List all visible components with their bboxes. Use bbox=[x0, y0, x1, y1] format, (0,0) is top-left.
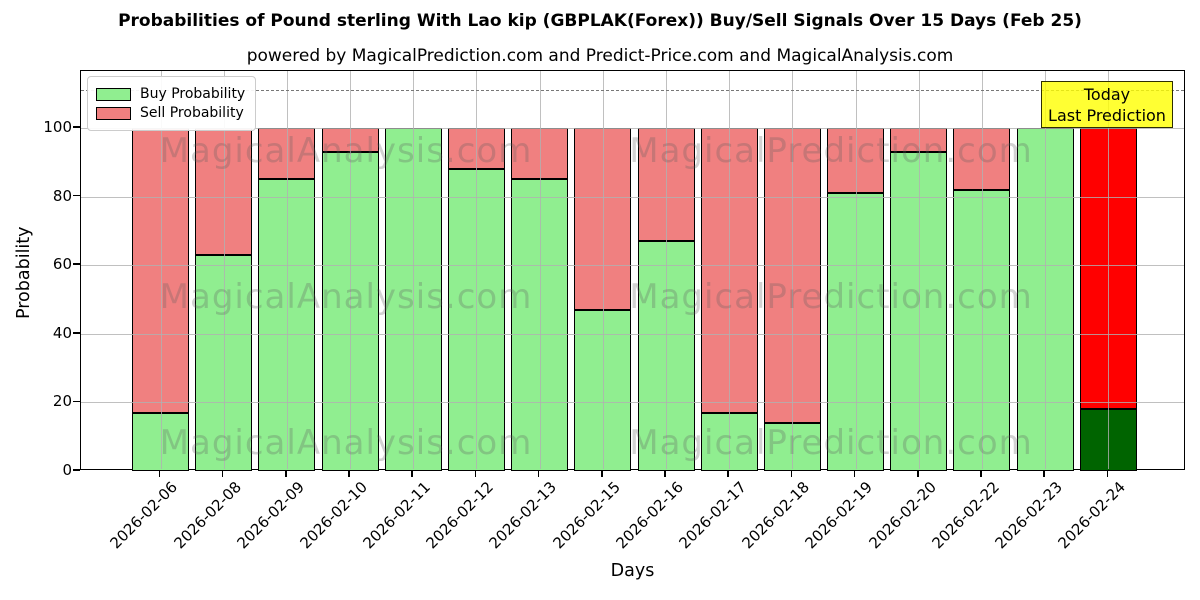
x-tick-mark bbox=[537, 470, 540, 477]
vertical-gridline bbox=[160, 71, 162, 469]
x-tick-mark bbox=[474, 470, 477, 477]
x-tick-mark bbox=[285, 470, 287, 477]
x-tick-label: 2026-02-12 bbox=[422, 478, 498, 553]
x-tick-label: 2026-02-24 bbox=[1054, 478, 1130, 553]
legend-item: Sell Probability bbox=[96, 105, 245, 121]
y-tick-label: 40 bbox=[52, 323, 72, 342]
y-tick-label: 80 bbox=[52, 186, 72, 205]
x-tick-label: 2026-02-13 bbox=[485, 478, 561, 553]
x-tick-mark bbox=[601, 470, 603, 477]
legend-swatch bbox=[96, 87, 131, 101]
horizontal-gridline bbox=[81, 127, 1184, 129]
chart-subtitle: powered by MagicalPrediction.com and Pre… bbox=[246, 46, 954, 66]
y-tick-mark bbox=[73, 194, 80, 197]
x-tick-mark bbox=[1043, 470, 1045, 477]
vertical-gridline bbox=[729, 71, 731, 469]
vertical-gridline bbox=[286, 71, 288, 469]
y-tick-label: 20 bbox=[52, 392, 72, 411]
x-tick-mark bbox=[158, 470, 161, 477]
legend-swatch bbox=[96, 106, 131, 120]
x-tick-mark bbox=[348, 470, 350, 477]
vertical-gridline bbox=[223, 71, 225, 469]
legend-item-label: Sell Probability bbox=[140, 105, 244, 121]
x-tick-mark bbox=[1106, 470, 1109, 477]
plot-area: Buy Probability Sell Probability Today La… bbox=[80, 70, 1185, 471]
x-tick-label: 2026-02-18 bbox=[738, 478, 814, 553]
horizontal-gridline bbox=[81, 333, 1184, 335]
x-tick-mark bbox=[916, 470, 919, 477]
x-tick-mark bbox=[790, 470, 793, 477]
y-tick-mark bbox=[73, 126, 80, 128]
vertical-gridline bbox=[792, 71, 794, 469]
x-tick-label: 2026-02-17 bbox=[675, 478, 750, 553]
x-tick-mark bbox=[853, 470, 856, 477]
legend-item: Buy Probability bbox=[96, 86, 245, 102]
today-last-prediction-label: Today Last Prediction bbox=[1041, 81, 1173, 128]
y-tick-label: 100 bbox=[43, 117, 72, 136]
vertical-gridline bbox=[981, 71, 983, 469]
x-tick-label: 2026-02-10 bbox=[296, 478, 371, 553]
y-tick-mark bbox=[73, 469, 80, 471]
x-axis-label: Days bbox=[610, 561, 655, 581]
x-tick-label: 2026-02-08 bbox=[170, 478, 245, 553]
x-tick-label: 2026-02-19 bbox=[801, 478, 877, 553]
today-line: Today bbox=[1083, 85, 1131, 104]
x-tick-label: 2026-02-16 bbox=[612, 478, 687, 553]
y-tick-mark bbox=[73, 263, 80, 265]
x-tick-label: 2026-02-15 bbox=[549, 478, 624, 553]
vertical-gridline bbox=[855, 71, 857, 469]
y-tick-label: 60 bbox=[52, 255, 72, 274]
chart-title: Probabilities of Pound sterling With Lao… bbox=[118, 11, 1082, 31]
vertical-gridline bbox=[918, 71, 920, 469]
horizontal-gridline bbox=[81, 196, 1184, 198]
x-tick-label: 2026-02-09 bbox=[233, 478, 308, 553]
x-tick-label: 2026-02-11 bbox=[359, 478, 434, 553]
legend: Buy Probability Sell Probability bbox=[87, 76, 257, 131]
y-tick-label: 0 bbox=[62, 461, 72, 479]
vertical-gridline bbox=[1108, 71, 1110, 469]
x-tick-mark bbox=[221, 470, 224, 477]
vertical-gridline bbox=[666, 71, 668, 469]
vertical-gridline bbox=[539, 71, 541, 469]
x-tick-label: 2026-02-20 bbox=[865, 478, 940, 553]
vertical-gridline bbox=[476, 71, 478, 469]
x-tick-label: 2026-02-06 bbox=[106, 478, 182, 553]
x-tick-mark bbox=[664, 470, 666, 477]
y-tick-mark bbox=[73, 331, 80, 334]
dashed-reference-line bbox=[81, 90, 1184, 92]
x-tick-mark bbox=[980, 470, 982, 477]
legend-item-label: Buy Probability bbox=[140, 86, 246, 102]
x-tick-mark bbox=[411, 470, 414, 477]
x-tick-mark bbox=[727, 470, 729, 477]
horizontal-gridline bbox=[81, 265, 1184, 267]
vertical-gridline bbox=[350, 71, 352, 469]
last-prediction-line: Last Prediction bbox=[1048, 106, 1166, 125]
y-tick-mark bbox=[73, 400, 80, 403]
horizontal-gridline bbox=[81, 402, 1184, 404]
vertical-gridline bbox=[1045, 71, 1047, 469]
vertical-gridline bbox=[602, 71, 604, 469]
x-tick-label: 2026-02-23 bbox=[991, 478, 1066, 553]
x-tick-label: 2026-02-22 bbox=[928, 478, 1003, 553]
vertical-gridline bbox=[413, 71, 415, 469]
